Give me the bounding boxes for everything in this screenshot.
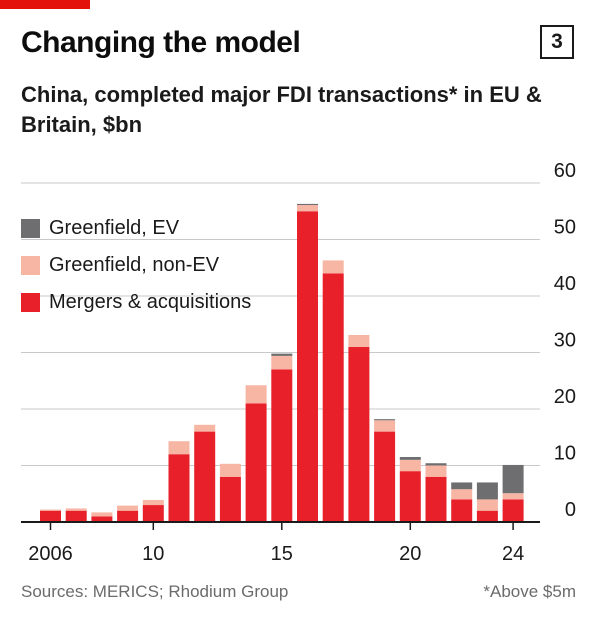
bar-greenfield-non-ev-2020 bbox=[399, 459, 421, 472]
bar-greenfield-non-ev-2014 bbox=[245, 385, 267, 404]
legend: Greenfield, EV Greenfield, non-EV Merger… bbox=[21, 210, 251, 321]
legend-item-mergers: Mergers & acquisitions bbox=[21, 284, 251, 321]
bar-greenfield-non-ev-2021 bbox=[425, 465, 447, 477]
bar-greenfield-non-ev-2015 bbox=[271, 355, 293, 370]
bar-mergers-acquisitions-2007 bbox=[65, 510, 87, 522]
bar-mergers-acquisitions-2023 bbox=[476, 510, 498, 522]
x-tick-label-2010: 10 bbox=[142, 543, 164, 565]
bar-mergers-acquisitions-2024 bbox=[502, 499, 524, 522]
x-tick-label-2015: 15 bbox=[271, 543, 293, 565]
bar-greenfield-non-ev-2019 bbox=[374, 420, 396, 432]
footnote: *Above $5m bbox=[483, 582, 576, 601]
bar-mergers-acquisitions-2019 bbox=[374, 431, 396, 522]
bar-mergers-acquisitions-2020 bbox=[399, 471, 421, 522]
bar-greenfield-non-ev-2007 bbox=[65, 508, 87, 511]
y-tick-label-10: 10 bbox=[554, 443, 576, 465]
chart-subtitle: China, completed major FDI transactions*… bbox=[21, 82, 542, 137]
bar-mergers-acquisitions-2015 bbox=[271, 369, 293, 522]
y-tick-label-30: 30 bbox=[554, 330, 576, 352]
bar-mergers-acquisitions-2006 bbox=[40, 510, 61, 522]
legend-swatch-mergers bbox=[21, 293, 40, 312]
source-note: Sources: MERICS; Rhodium Group bbox=[21, 582, 289, 601]
bar-greenfield-ev-2020 bbox=[399, 457, 421, 460]
bar-greenfield-ev-2015 bbox=[271, 353, 293, 356]
legend-item-greenfield-ev: Greenfield, EV bbox=[21, 210, 251, 247]
bar-greenfield-non-ev-2016 bbox=[297, 205, 318, 212]
x-tick-labels: 2006 10 15 20 24 bbox=[28, 522, 524, 565]
bar-greenfield-ev-2024 bbox=[502, 464, 524, 494]
bar-greenfield-non-ev-2018 bbox=[348, 334, 370, 347]
bar-greenfield-non-ev-2023 bbox=[476, 499, 498, 511]
bar-greenfield-non-ev-2024 bbox=[502, 493, 524, 500]
bar-mergers-acquisitions-2022 bbox=[451, 499, 473, 522]
bar-mergers-acquisitions-2017 bbox=[322, 273, 344, 522]
bar-greenfield-non-ev-2011 bbox=[168, 441, 190, 455]
x-tick-label-2024: 24 bbox=[502, 543, 524, 565]
bar-greenfield-non-ev-2013 bbox=[219, 463, 241, 477]
bar-greenfield-non-ev-2006 bbox=[40, 509, 61, 511]
legend-swatch-greenfield-non-ev bbox=[21, 256, 40, 275]
bar-mergers-acquisitions-2011 bbox=[168, 454, 190, 522]
bar-greenfield-ev-2016 bbox=[297, 203, 318, 206]
legend-swatch-greenfield-ev bbox=[21, 219, 40, 238]
bar-greenfield-non-ev-2017 bbox=[322, 260, 344, 274]
chart-title: Changing the model bbox=[21, 26, 301, 59]
bar-greenfield-ev-2022 bbox=[451, 482, 473, 490]
y-tick-label-20: 20 bbox=[554, 386, 576, 408]
y-tick-label-50: 50 bbox=[554, 217, 576, 239]
bar-mergers-acquisitions-2013 bbox=[219, 476, 241, 522]
bar-greenfield-non-ev-2009 bbox=[117, 505, 139, 511]
bar-mergers-acquisitions-2016 bbox=[297, 211, 318, 522]
legend-label-greenfield-ev: Greenfield, EV bbox=[49, 217, 180, 239]
bar-mergers-acquisitions-2018 bbox=[348, 346, 370, 522]
y-tick-label-40: 40 bbox=[554, 273, 576, 295]
bar-greenfield-ev-2023 bbox=[476, 482, 498, 500]
bar-greenfield-non-ev-2008 bbox=[91, 512, 113, 517]
bar-greenfield-ev-2021 bbox=[425, 463, 447, 466]
bar-greenfield-non-ev-2010 bbox=[142, 499, 164, 506]
bar-mergers-acquisitions-2012 bbox=[194, 431, 216, 522]
bar-mergers-acquisitions-2014 bbox=[245, 403, 267, 522]
bar-mergers-acquisitions-2010 bbox=[142, 505, 164, 522]
bar-greenfield-non-ev-2012 bbox=[194, 424, 216, 432]
bars bbox=[21, 203, 540, 523]
bar-mergers-acquisitions-2021 bbox=[425, 476, 447, 522]
legend-label-mergers: Mergers & acquisitions bbox=[49, 291, 252, 313]
y-tick-label-60: 60 bbox=[554, 160, 576, 182]
x-tick-label-2006: 2006 bbox=[28, 543, 73, 565]
bar-mergers-acquisitions-2009 bbox=[117, 510, 139, 522]
legend-item-greenfield-non-ev: Greenfield, non-EV bbox=[21, 247, 251, 284]
y-tick-label-0: 0 bbox=[565, 499, 576, 521]
bar-mergers-acquisitions-2008 bbox=[91, 516, 113, 522]
bar-greenfield-non-ev-2022 bbox=[451, 489, 473, 500]
bar-greenfield-ev-2019 bbox=[374, 419, 396, 421]
brand-accent-bar bbox=[0, 0, 90, 9]
y-tick-labels: 0 10 20 30 40 50 60 bbox=[554, 160, 576, 521]
x-tick-label-2020: 20 bbox=[399, 543, 421, 565]
legend-label-greenfield-non-ev: Greenfield, non-EV bbox=[49, 254, 220, 276]
chart-number-badge: 3 bbox=[540, 25, 574, 59]
